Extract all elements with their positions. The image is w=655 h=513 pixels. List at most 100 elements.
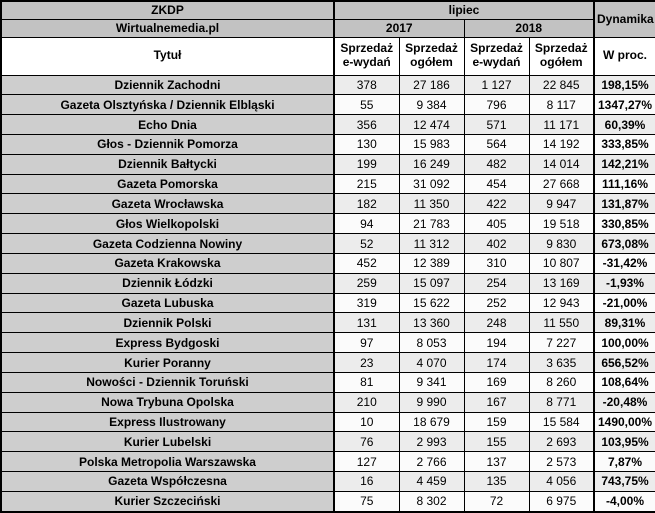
value-cell: 21 783 — [398, 213, 465, 235]
value-cell: 422 — [463, 193, 530, 215]
value-cell: 12 943 — [528, 292, 595, 314]
title-column-label: Tytuł — [0, 36, 335, 76]
value-cell: 215 — [333, 173, 400, 195]
value-cell: 1 127 — [463, 74, 530, 96]
value-cell: 27 668 — [528, 173, 595, 195]
table-row: Dziennik Zachodni 378 27 186 1 127 22 845 198… — [0, 74, 655, 96]
value-cell: 75 — [333, 490, 400, 513]
value-cell: 4 459 — [398, 471, 465, 492]
value-cell: 9 384 — [398, 94, 465, 116]
value-cell: 8 053 — [398, 332, 465, 354]
value-cell: 11 171 — [528, 114, 595, 135]
table-row: Gazeta Pomorska 215 31 092 454 27 668 111,16% — [0, 173, 655, 195]
value-cell: 19 518 — [528, 213, 595, 235]
value-cell: 159 — [463, 411, 530, 433]
value-cell: 81 — [333, 371, 400, 393]
value-cell: 8 302 — [398, 490, 465, 513]
value-cell: 796 — [463, 94, 530, 116]
value-cell: 252 — [463, 292, 530, 314]
year-2018-label: 2018 — [463, 18, 595, 38]
value-cell: 378 — [333, 74, 400, 96]
value-cell: 12 389 — [398, 252, 465, 274]
value-cell: 6 975 — [528, 490, 595, 513]
value-cell: 137 — [463, 451, 530, 473]
title-cell: Dziennik Łódzki — [0, 272, 335, 294]
header-row-source-years: Wirtualnemedia.pl 2017 2018 — [0, 18, 655, 38]
value-cell: 2 766 — [398, 451, 465, 473]
table-row: Nowości - Dziennik Toruński 81 9 341 169 8 2… — [0, 371, 655, 393]
title-cell: Gazeta Współczesna — [0, 471, 335, 492]
dynamics-cell: -4,00% — [593, 490, 655, 513]
table-row: Echo Dnia 356 12 474 571 11 171 60,39% — [0, 114, 655, 135]
value-cell: 15 584 — [528, 411, 595, 433]
value-cell: 127 — [333, 451, 400, 473]
value-cell: 12 474 — [398, 114, 465, 135]
title-cell: Kurier Szczeciński — [0, 490, 335, 513]
title-cell: Kurier Lubelski — [0, 431, 335, 453]
table-row: Express Bydgoski 97 8 053 194 7 227 100,00% — [0, 332, 655, 354]
value-cell: 454 — [463, 173, 530, 195]
value-cell: 169 — [463, 371, 530, 393]
table-row: Gazeta Wrocławska 182 11 350 422 9 947 131,87… — [0, 193, 655, 215]
value-cell: 9 990 — [398, 391, 465, 413]
value-cell: 55 — [333, 94, 400, 116]
value-cell: 15 622 — [398, 292, 465, 314]
table-row: Kurier Poranny 23 4 070 174 3 635 656,52% — [0, 352, 655, 373]
value-cell: 130 — [333, 133, 400, 155]
dynamics-cell: 100,00% — [593, 332, 655, 354]
value-cell: 10 — [333, 411, 400, 433]
dynamics-cell: 142,21% — [593, 153, 655, 175]
org-label: ZKDP — [0, 0, 335, 20]
title-cell: Gazeta Pomorska — [0, 173, 335, 195]
value-cell: 8 117 — [528, 94, 595, 116]
value-cell: 452 — [333, 252, 400, 274]
table-row: Gazeta Współczesna 16 4 459 135 4 056 743,75% — [0, 471, 655, 492]
value-cell: 14 014 — [528, 153, 595, 175]
value-cell: 248 — [463, 312, 530, 334]
table-row: Gazeta Olsztyńska / Dziennik Elbląski 55 9… — [0, 94, 655, 116]
table-row: Kurier Szczeciński 75 8 302 72 6 975 -4,00% — [0, 490, 655, 513]
table-row: Dziennik Polski 131 13 360 248 11 550 89,31% — [0, 312, 655, 334]
value-cell: 9 947 — [528, 193, 595, 215]
table-row: Gazeta Lubuska 319 15 622 252 12 943 -21,00% — [0, 292, 655, 314]
value-cell: 482 — [463, 153, 530, 175]
value-cell: 16 — [333, 471, 400, 492]
title-cell: Echo Dnia — [0, 114, 335, 135]
value-cell: 14 192 — [528, 133, 595, 155]
table-row: Gazeta Codzienna Nowiny 52 11 312 402 9 830 6… — [0, 233, 655, 254]
value-cell: 571 — [463, 114, 530, 135]
table-row: Dziennik Bałtycki 199 16 249 482 14 014 142,2… — [0, 153, 655, 175]
value-cell: 52 — [333, 233, 400, 254]
title-cell: Dziennik Bałtycki — [0, 153, 335, 175]
value-cell: 356 — [333, 114, 400, 135]
value-cell: 402 — [463, 233, 530, 254]
title-cell: Express Bydgoski — [0, 332, 335, 354]
dynamics-cell: 198,15% — [593, 74, 655, 96]
dynamics-cell: 330,85% — [593, 213, 655, 235]
value-cell: 10 807 — [528, 252, 595, 274]
value-cell: 174 — [463, 352, 530, 373]
value-cell: 2 573 — [528, 451, 595, 473]
table-row: Głos Wielkopolski 94 21 783 405 19 518 330,85… — [0, 213, 655, 235]
value-cell: 405 — [463, 213, 530, 235]
value-cell: 9 830 — [528, 233, 595, 254]
dynamics-cell: 103,95% — [593, 431, 655, 453]
value-cell: 15 097 — [398, 272, 465, 294]
title-cell: Dziennik Zachodni — [0, 74, 335, 96]
value-cell: 11 312 — [398, 233, 465, 254]
table-row: Głos - Dziennik Pomorza 130 15 983 564 14 19… — [0, 133, 655, 155]
value-cell: 11 550 — [528, 312, 595, 334]
value-cell: 182 — [333, 193, 400, 215]
value-cell: 135 — [463, 471, 530, 492]
value-cell: 254 — [463, 272, 530, 294]
dynamics-label: Dynamika — [593, 0, 655, 38]
table-row: Kurier Lubelski 76 2 993 155 2 693 103,95% — [0, 431, 655, 453]
value-cell: 13 360 — [398, 312, 465, 334]
dynamics-cell: 111,16% — [593, 173, 655, 195]
value-cell: 72 — [463, 490, 530, 513]
dynamics-cell: 333,85% — [593, 133, 655, 155]
header-row-org-month: ZKDP lipiec Dynamika — [0, 0, 655, 38]
percent-label: W proc. — [593, 36, 655, 76]
dynamics-cell: 1490,00% — [593, 411, 655, 433]
dynamics-cell: -1,93% — [593, 272, 655, 294]
